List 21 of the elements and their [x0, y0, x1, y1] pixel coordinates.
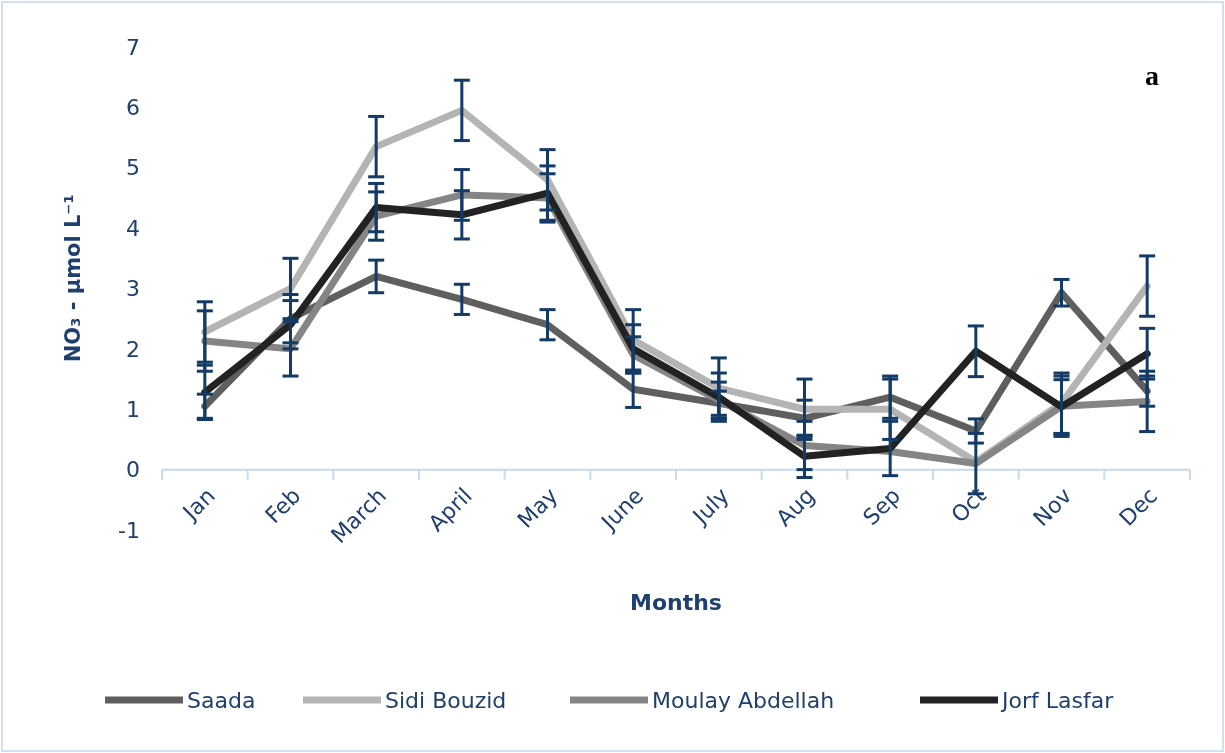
- y-tick-label: 1: [126, 396, 140, 422]
- y-axis-title: NO₃ - µmol L⁻¹: [61, 194, 85, 363]
- legend-label: Sidi Bouzid: [385, 687, 507, 713]
- y-tick-label: -1: [118, 517, 140, 543]
- annotation: a: [1145, 60, 1159, 91]
- y-tick-label: 3: [126, 276, 140, 302]
- y-tick-label: 2: [126, 336, 140, 362]
- x-tick-label: Jan: [176, 482, 220, 527]
- x-axis-title: Months: [630, 590, 722, 615]
- y-tick-label: 0: [126, 457, 140, 483]
- legend-label: Saada: [187, 687, 256, 713]
- x-tick-label: Feb: [260, 482, 306, 529]
- x-tick-label: Dec: [1114, 482, 1163, 531]
- legend-label: Moulay Abdellah: [652, 687, 835, 713]
- y-tick-label: 4: [126, 215, 140, 241]
- y-tick-label: 6: [126, 95, 140, 121]
- legend-label: Jorf Lasfar: [1000, 687, 1115, 713]
- x-tick-label: Sep: [858, 482, 906, 530]
- y-tick-label: 7: [126, 34, 140, 60]
- y-tick-label: 5: [126, 155, 140, 181]
- x-tick-label: Nov: [1028, 482, 1077, 531]
